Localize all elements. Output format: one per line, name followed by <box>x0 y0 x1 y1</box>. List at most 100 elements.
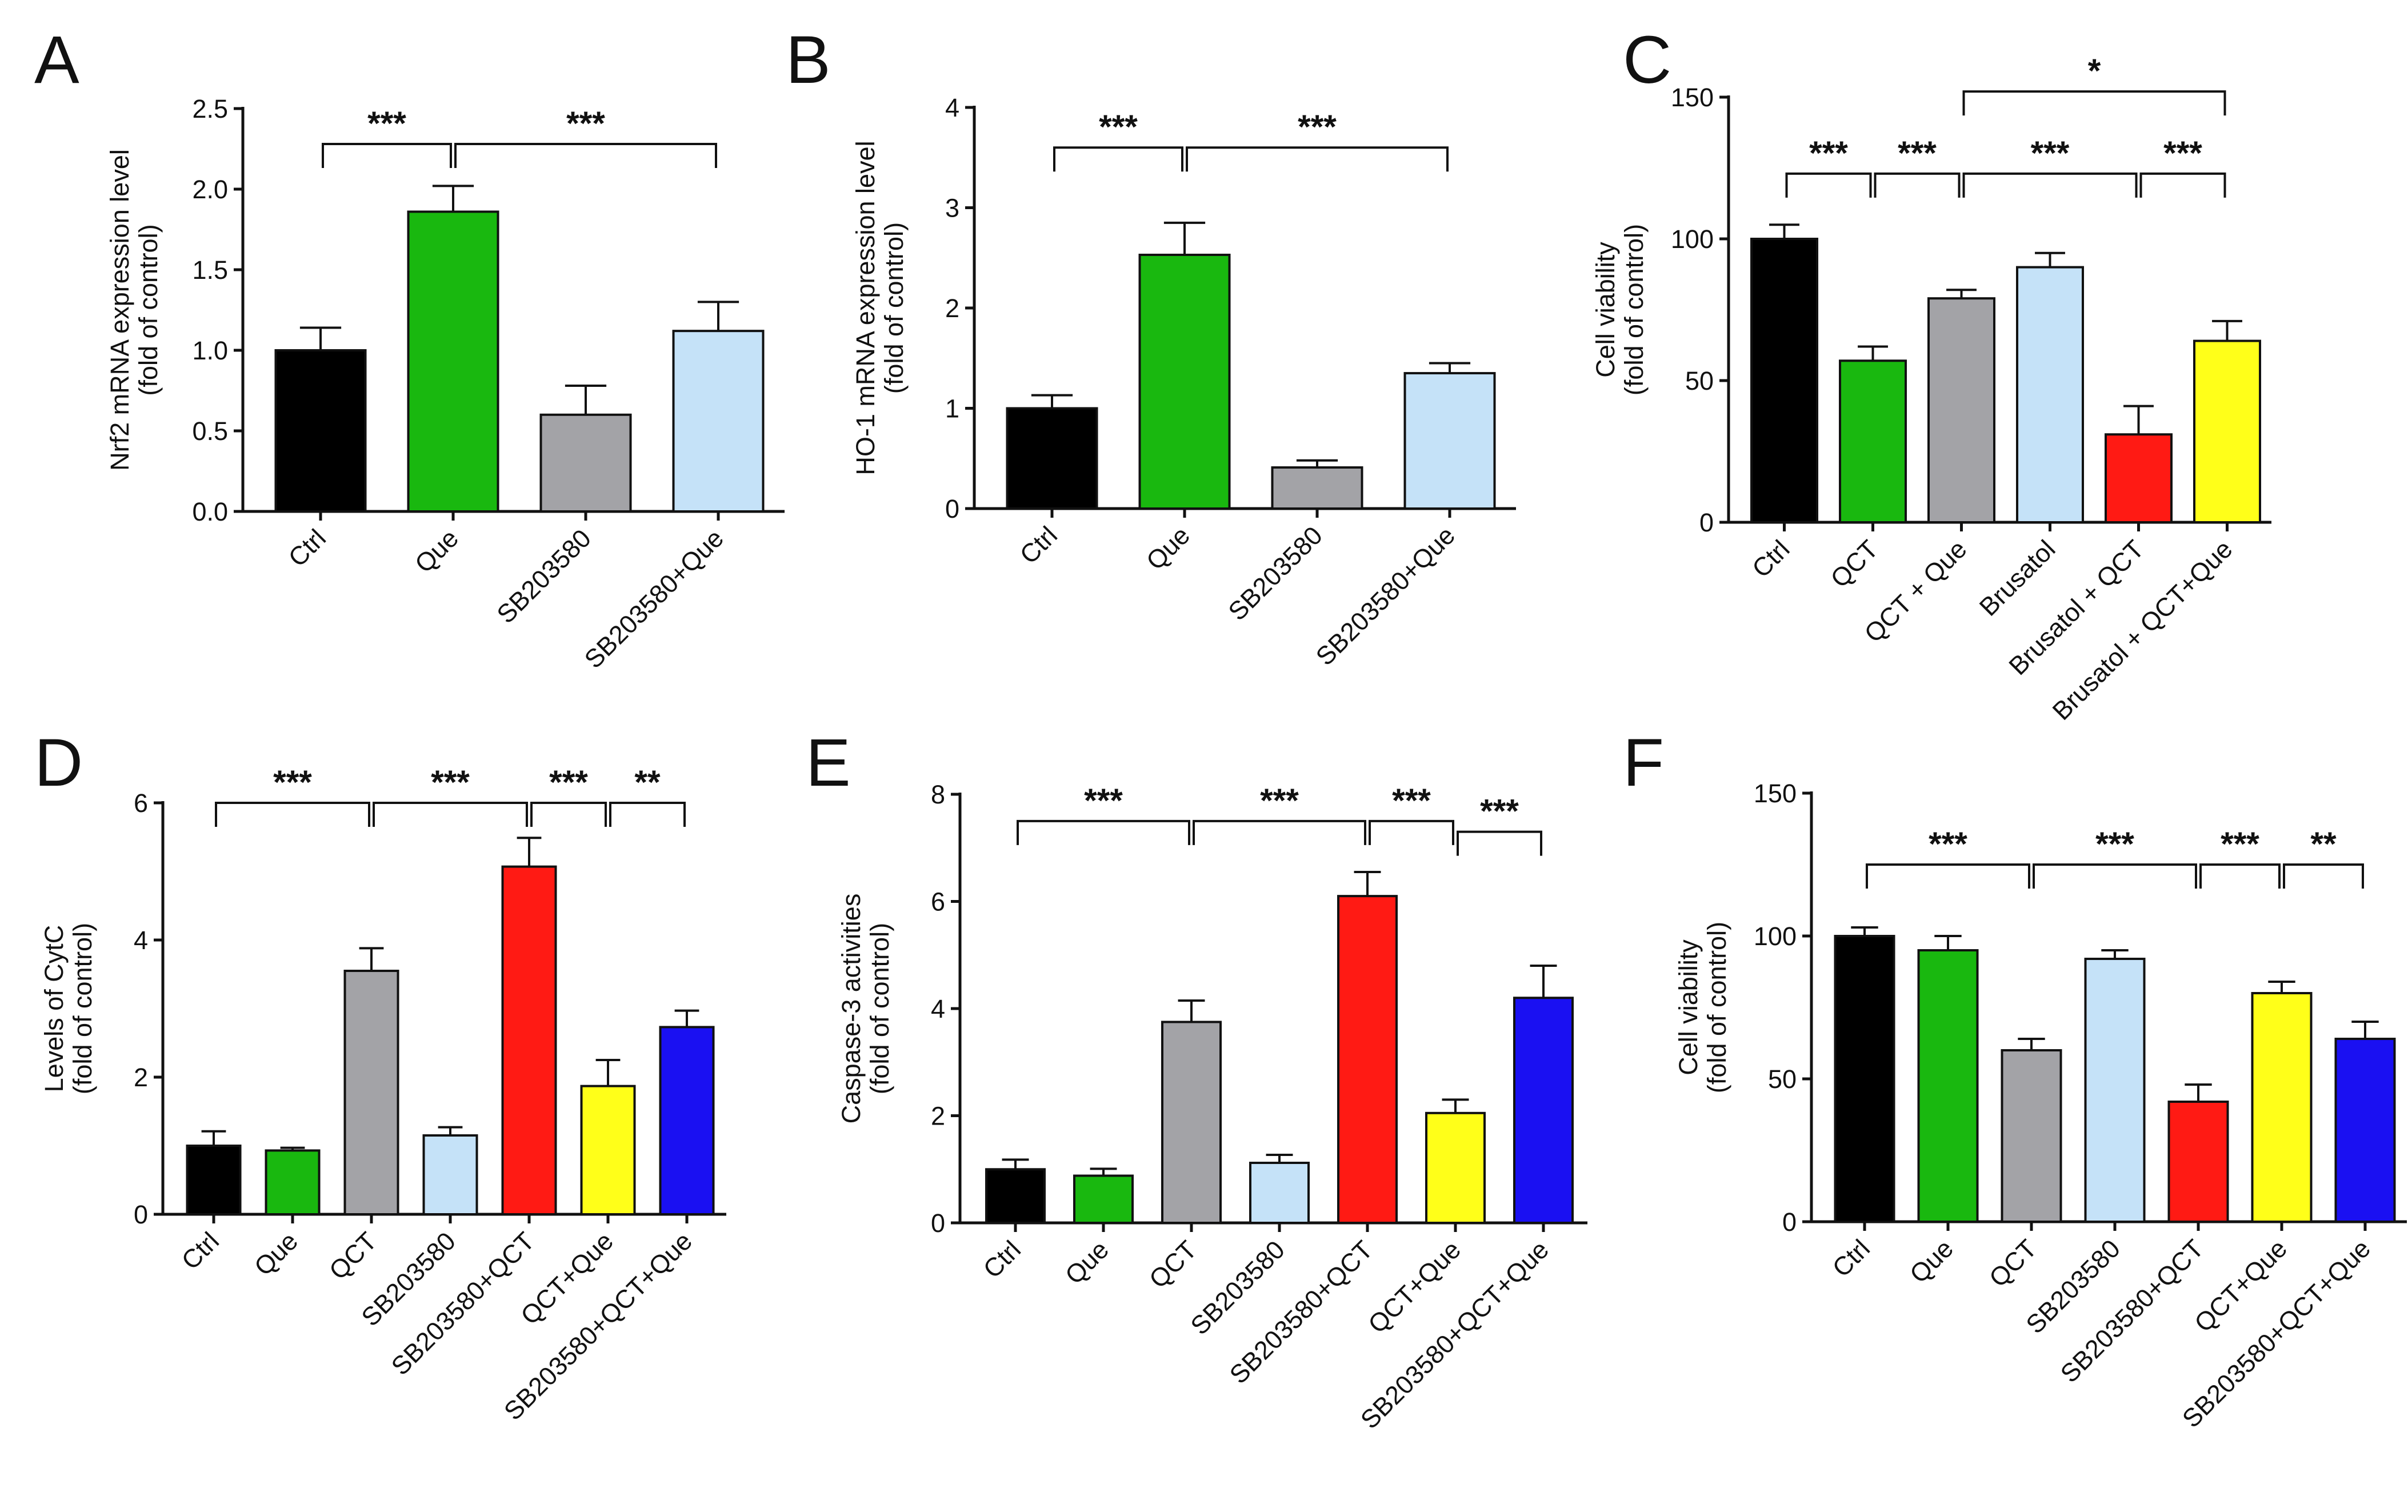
panel-a-bar <box>672 330 765 513</box>
panel-f-bar <box>1834 935 1895 1223</box>
panel-f-significance-bracket <box>2283 863 2364 889</box>
panel-e-bar <box>985 1168 1046 1224</box>
panel-d-category-label: QCT <box>323 1226 382 1285</box>
panel-e-bar <box>1513 997 1574 1224</box>
panel-a: A 0.0 0.5 1.0 1.5 2.0 2.5 Nrf2 mRNA expression … <box>34 22 785 674</box>
panel-c-bar <box>1839 359 1907 524</box>
panel-f-category-label: QCT <box>1983 1234 2042 1293</box>
panel-f-bar <box>2334 1038 2396 1223</box>
panel-e-bar <box>1337 895 1398 1224</box>
panel-e-bar <box>1425 1111 1486 1224</box>
panel-b-significance-bracket <box>1186 146 1449 172</box>
panel-a-bar <box>274 349 367 513</box>
panel-b-category-label: SB203580 <box>1222 521 1328 626</box>
panel-d-y-axis-title: Levels of CytC <box>39 925 69 1093</box>
panel-b-significance-label: *** <box>1298 109 1337 146</box>
panel-a-category-label: Ctrl <box>283 523 332 573</box>
panel-e-category-label: Que <box>1059 1235 1114 1290</box>
panel-e-significance-bracket <box>1017 819 1190 845</box>
panel-a-category-label: Que <box>409 523 464 578</box>
panel-c-significance-bracket <box>1962 90 2226 116</box>
panel-d-bar <box>580 1085 636 1215</box>
panel-d-y-axis-title: (fold of control) <box>68 923 97 1094</box>
panel-e-letter: E <box>806 725 851 801</box>
panel-e-significance-bracket <box>1457 830 1542 856</box>
panel-c-bar <box>2016 266 2084 523</box>
panel-e-significance-bracket <box>1369 819 1454 845</box>
panel-e-significance-label: *** <box>1084 782 1123 819</box>
panel-e-y-axis-title: Caspase-3 activities <box>837 894 866 1124</box>
panel-f-significance-bracket <box>2199 863 2281 889</box>
panel-b-category-label: Ctrl <box>1014 521 1063 570</box>
panel-d-letter: D <box>34 725 83 801</box>
panel-d-significance-bracket <box>530 802 607 827</box>
panel-d-significance-bracket <box>373 802 528 827</box>
panel-c-significance-bracket <box>1874 172 1961 198</box>
panel-b-significance-label: *** <box>1099 109 1138 146</box>
panel-a-y-tick-label: 2.0 <box>192 175 228 204</box>
panel-c-bar <box>2105 433 2173 523</box>
panel-c-category-label: QCT <box>1825 534 1883 593</box>
panel-e-bar <box>1161 1021 1222 1224</box>
panel-a-y-tick-label: 2.5 <box>192 94 228 123</box>
panel-d-significance-label: *** <box>431 764 470 801</box>
panel-d-y-tick-label: 0 <box>134 1200 148 1229</box>
panel-b-y-tick-label: 3 <box>945 194 959 223</box>
panel-c-y-tick-label: 150 <box>1671 83 1714 112</box>
panel-c-significance-label: * <box>2088 53 2101 90</box>
panel-d-y-tick-label: 6 <box>134 789 148 818</box>
panel-c-bar <box>1750 238 1818 523</box>
panel-c-category-label: Brusatol + QCT+Que <box>2047 534 2238 726</box>
panel-c-significance-label: *** <box>2031 135 2070 172</box>
panel-e-y-tick-label: 0 <box>931 1209 945 1238</box>
panel-b-y-tick-label: 0 <box>945 494 959 523</box>
panel-d-bar <box>343 970 399 1215</box>
panel-b: B 0 1 2 3 4 HO-1 mRNA expression level (fold of… <box>786 22 1516 671</box>
panel-a-significance-label: *** <box>566 105 605 142</box>
panel-d: D 0 2 4 6 Levels of CytC (fold of control) Ctrl… <box>34 725 726 1426</box>
panel-c-category-label: Brusatol <box>1974 534 2061 622</box>
panel-c-significance-bracket <box>1962 172 2138 198</box>
panel-c-y-tick-label: 50 <box>1685 366 1714 395</box>
panel-f: F 0 50 100 150 Cell viability (fold of control… <box>1623 725 2407 1433</box>
panel-f-y-tick-label: 100 <box>1754 922 1797 951</box>
panel-c-significance-label: *** <box>2163 135 2202 172</box>
panel-e-significance-label: *** <box>1480 793 1519 830</box>
panel-e-significance-label: *** <box>1392 782 1431 819</box>
panel-a-category-label: SB203580 <box>491 523 597 629</box>
panel-e-y-tick-label: 2 <box>931 1102 945 1131</box>
panel-b-bar <box>1271 466 1363 510</box>
panel-a-bar <box>407 210 499 513</box>
panel-f-significance-bracket <box>1866 863 2030 889</box>
panel-f-significance-label: *** <box>1929 826 1967 863</box>
panel-c-y-axis-title: (fold of control) <box>1619 224 1649 395</box>
panel-a-letter: A <box>34 22 79 98</box>
panel-a-category-label: SB203580+Que <box>579 523 729 674</box>
panel-d-bar <box>501 865 557 1215</box>
panel-c: C 0 50 100 150 Cell viability (fold of control… <box>1591 22 2271 726</box>
panel-c-category-label: Ctrl <box>1746 534 1795 583</box>
panel-e-y-tick-label: 6 <box>931 887 945 917</box>
panel-f-significance-label: ** <box>2310 826 2337 863</box>
panel-f-significance-label: *** <box>2095 826 2134 863</box>
panel-c-significance-bracket <box>1785 172 1872 198</box>
panel-f-bar <box>2084 958 2146 1223</box>
panel-d-category-label: Ctrl <box>176 1226 225 1275</box>
panel-c-significance-label: *** <box>1809 135 1848 172</box>
panel-d-significance-label: *** <box>273 764 312 801</box>
panel-a-y-axis-title: Nrf2 mRNA expression level <box>105 149 134 471</box>
panel-a-y-axis-title: (fold of control) <box>134 224 163 395</box>
panel-c-significance-bracket <box>2139 172 2226 198</box>
panel-b-y-tick-label: 2 <box>945 294 959 323</box>
panel-d-significance-label: *** <box>549 764 588 801</box>
panel-a-y-tick-label: 0.5 <box>192 417 228 446</box>
panel-e-category-label: Ctrl <box>978 1235 1027 1284</box>
panel-e-bar <box>1249 1162 1310 1224</box>
panel-d-bar <box>265 1149 321 1216</box>
panel-f-y-tick-label: 150 <box>1754 779 1797 808</box>
panel-c-y-tick-label: 100 <box>1671 225 1714 254</box>
panel-c-bar <box>2193 339 2261 523</box>
panel-d-bar <box>422 1134 478 1215</box>
panel-b-letter: B <box>786 22 831 98</box>
panel-b-significance-bracket <box>1053 146 1183 172</box>
